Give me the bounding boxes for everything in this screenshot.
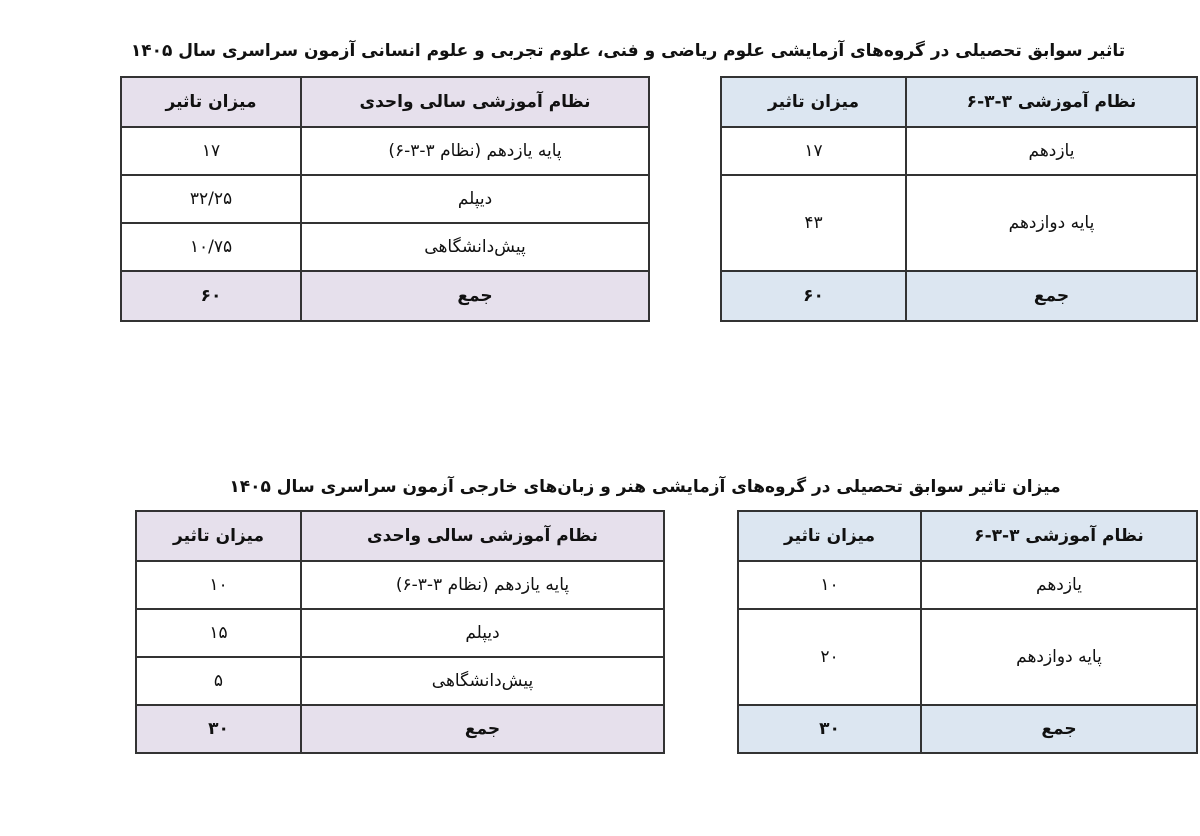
top-annual-table: نظام آموزشی سالی واحدی میزان تاثیر پایه ی…: [120, 76, 650, 322]
cell-level: پایه دوازدهم: [920, 608, 1198, 706]
cell-impact: ۵: [135, 656, 302, 706]
table-row: پایه یازدهم (نظام ۳-۳-۶) ۱۷: [120, 126, 650, 176]
total-label: جمع: [920, 704, 1198, 754]
cell-level: دیپلم: [300, 174, 650, 224]
table-row: دیپلم ۱۵: [135, 608, 665, 658]
header-system: نظام آموزشی سالی واحدی: [300, 76, 650, 128]
header-system: نظام آموزشی ۳-۳-۶: [920, 510, 1198, 562]
cell-impact: ۱۰: [135, 560, 302, 610]
bottom-title: میزان تاثیر سوابق تحصیلی در گروه‌های آزم…: [229, 477, 1061, 497]
cell-level: یازدهم: [905, 126, 1198, 176]
total-label: جمع: [300, 704, 665, 754]
cell-impact: ۱۵: [135, 608, 302, 658]
cell-impact: ۳۲/۲۵: [120, 174, 302, 224]
table-row: پایه یازدهم (نظام ۳-۳-۶) ۱۰: [135, 560, 665, 610]
total-value: ۶۰: [720, 270, 907, 322]
cell-impact: ۱۷: [120, 126, 302, 176]
table-row: یازدهم ۱۰: [737, 560, 1198, 610]
cell-impact: ۱۰/۷۵: [120, 222, 302, 272]
total-row: جمع ۶۰: [720, 270, 1198, 322]
total-label: جمع: [300, 270, 650, 322]
cell-level: پایه یازدهم (نظام ۳-۳-۶): [300, 126, 650, 176]
table-row: پیش‌دانشگاهی ۵: [135, 656, 665, 706]
total-label: جمع: [905, 270, 1198, 322]
cell-level: پایه دوازدهم: [905, 174, 1198, 272]
table-row: دیپلم ۳۲/۲۵: [120, 174, 650, 224]
top-title: تاثیر سوابق تحصیلی در گروه‌های آزمایشی ع…: [130, 41, 1126, 61]
total-value: ۳۰: [737, 704, 922, 754]
cell-level: پیش‌دانشگاهی: [300, 222, 650, 272]
cell-level: یازدهم: [920, 560, 1198, 610]
cell-impact: ۱۰: [737, 560, 922, 610]
total-row: جمع ۳۰: [135, 704, 665, 754]
total-row: جمع ۶۰: [120, 270, 650, 322]
header-impact: میزان تاثیر: [720, 76, 907, 128]
table-row: یازدهم ۱۷: [720, 126, 1198, 176]
bottom-new-system-table: نظام آموزشی ۳-۳-۶ میزان تاثیر یازدهم ۱۰ پا…: [737, 510, 1198, 754]
total-value: ۶۰: [120, 270, 302, 322]
cell-level: دیپلم: [300, 608, 665, 658]
table-row: پیش‌دانشگاهی ۱۰/۷۵: [120, 222, 650, 272]
table-row: پایه دوازدهم ۴۳: [720, 174, 1198, 272]
cell-level: پایه یازدهم (نظام ۳-۳-۶): [300, 560, 665, 610]
cell-level: پیش‌دانشگاهی: [300, 656, 665, 706]
header-impact: میزان تاثیر: [135, 510, 302, 562]
cell-impact: ۲۰: [737, 608, 922, 706]
cell-impact: ۱۷: [720, 126, 907, 176]
header-impact: میزان تاثیر: [737, 510, 922, 562]
top-new-system-table: نظام آموزشی ۳-۳-۶ میزان تاثیر یازدهم ۱۷ پا…: [720, 76, 1198, 322]
total-value: ۳۰: [135, 704, 302, 754]
bottom-annual-table: نظام آموزشی سالی واحدی میزان تاثیر پایه ی…: [135, 510, 665, 754]
header-system: نظام آموزشی سالی واحدی: [300, 510, 665, 562]
table-row: پایه دوازدهم ۲۰: [737, 608, 1198, 706]
header-system: نظام آموزشی ۳-۳-۶: [905, 76, 1198, 128]
cell-impact: ۴۳: [720, 174, 907, 272]
total-row: جمع ۳۰: [737, 704, 1198, 754]
header-impact: میزان تاثیر: [120, 76, 302, 128]
